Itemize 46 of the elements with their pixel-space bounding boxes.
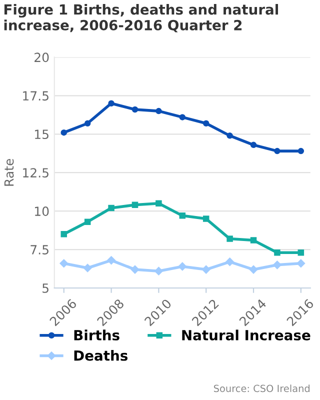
- chart-title: Figure 1 Births, deaths and natural increase, 2006-2016 Quarter 2: [4, 4, 278, 32]
- point: [202, 265, 210, 274]
- point: [226, 236, 233, 242]
- point: [107, 256, 116, 264]
- point: [179, 114, 186, 120]
- point: [132, 202, 138, 208]
- point: [154, 266, 163, 276]
- point: [179, 212, 186, 219]
- point: [108, 204, 114, 212]
- legend-label: Deaths: [74, 350, 128, 361]
- y-tick-label: 17.5: [23, 91, 48, 101]
- point: [298, 249, 304, 256]
- point: [298, 148, 304, 154]
- point: [226, 258, 234, 266]
- source-note: Source: CSO Ireland: [214, 384, 310, 392]
- point: [250, 142, 257, 148]
- y-axis-title: Rate: [4, 158, 14, 186]
- point: [156, 108, 162, 114]
- point: [132, 106, 138, 113]
- point: [130, 265, 140, 274]
- point: [178, 262, 187, 271]
- point: [60, 259, 68, 268]
- y-tick-label: 7.5: [30, 245, 48, 254]
- point: [84, 218, 91, 225]
- point: [60, 129, 68, 136]
- point: [274, 249, 280, 256]
- point: [84, 120, 91, 126]
- point: [202, 120, 210, 126]
- y-tick-label: 12.5: [23, 168, 48, 178]
- y-tick-label: 20: [34, 52, 49, 62]
- point: [60, 231, 68, 238]
- point: [274, 148, 280, 154]
- point: [273, 260, 282, 270]
- y-tick-label: 15: [35, 130, 48, 140]
- point: [83, 264, 92, 272]
- point: [249, 265, 258, 274]
- y-tick-label: 5: [42, 284, 48, 293]
- point: [108, 100, 114, 106]
- legend-label: Births: [74, 330, 120, 340]
- point: [202, 216, 210, 222]
- point: [250, 237, 257, 244]
- point: [156, 200, 162, 206]
- legend-label: Natural Increase: [182, 330, 310, 340]
- point: [296, 259, 306, 268]
- y-tick-label: 10: [35, 206, 49, 216]
- point: [226, 132, 233, 139]
